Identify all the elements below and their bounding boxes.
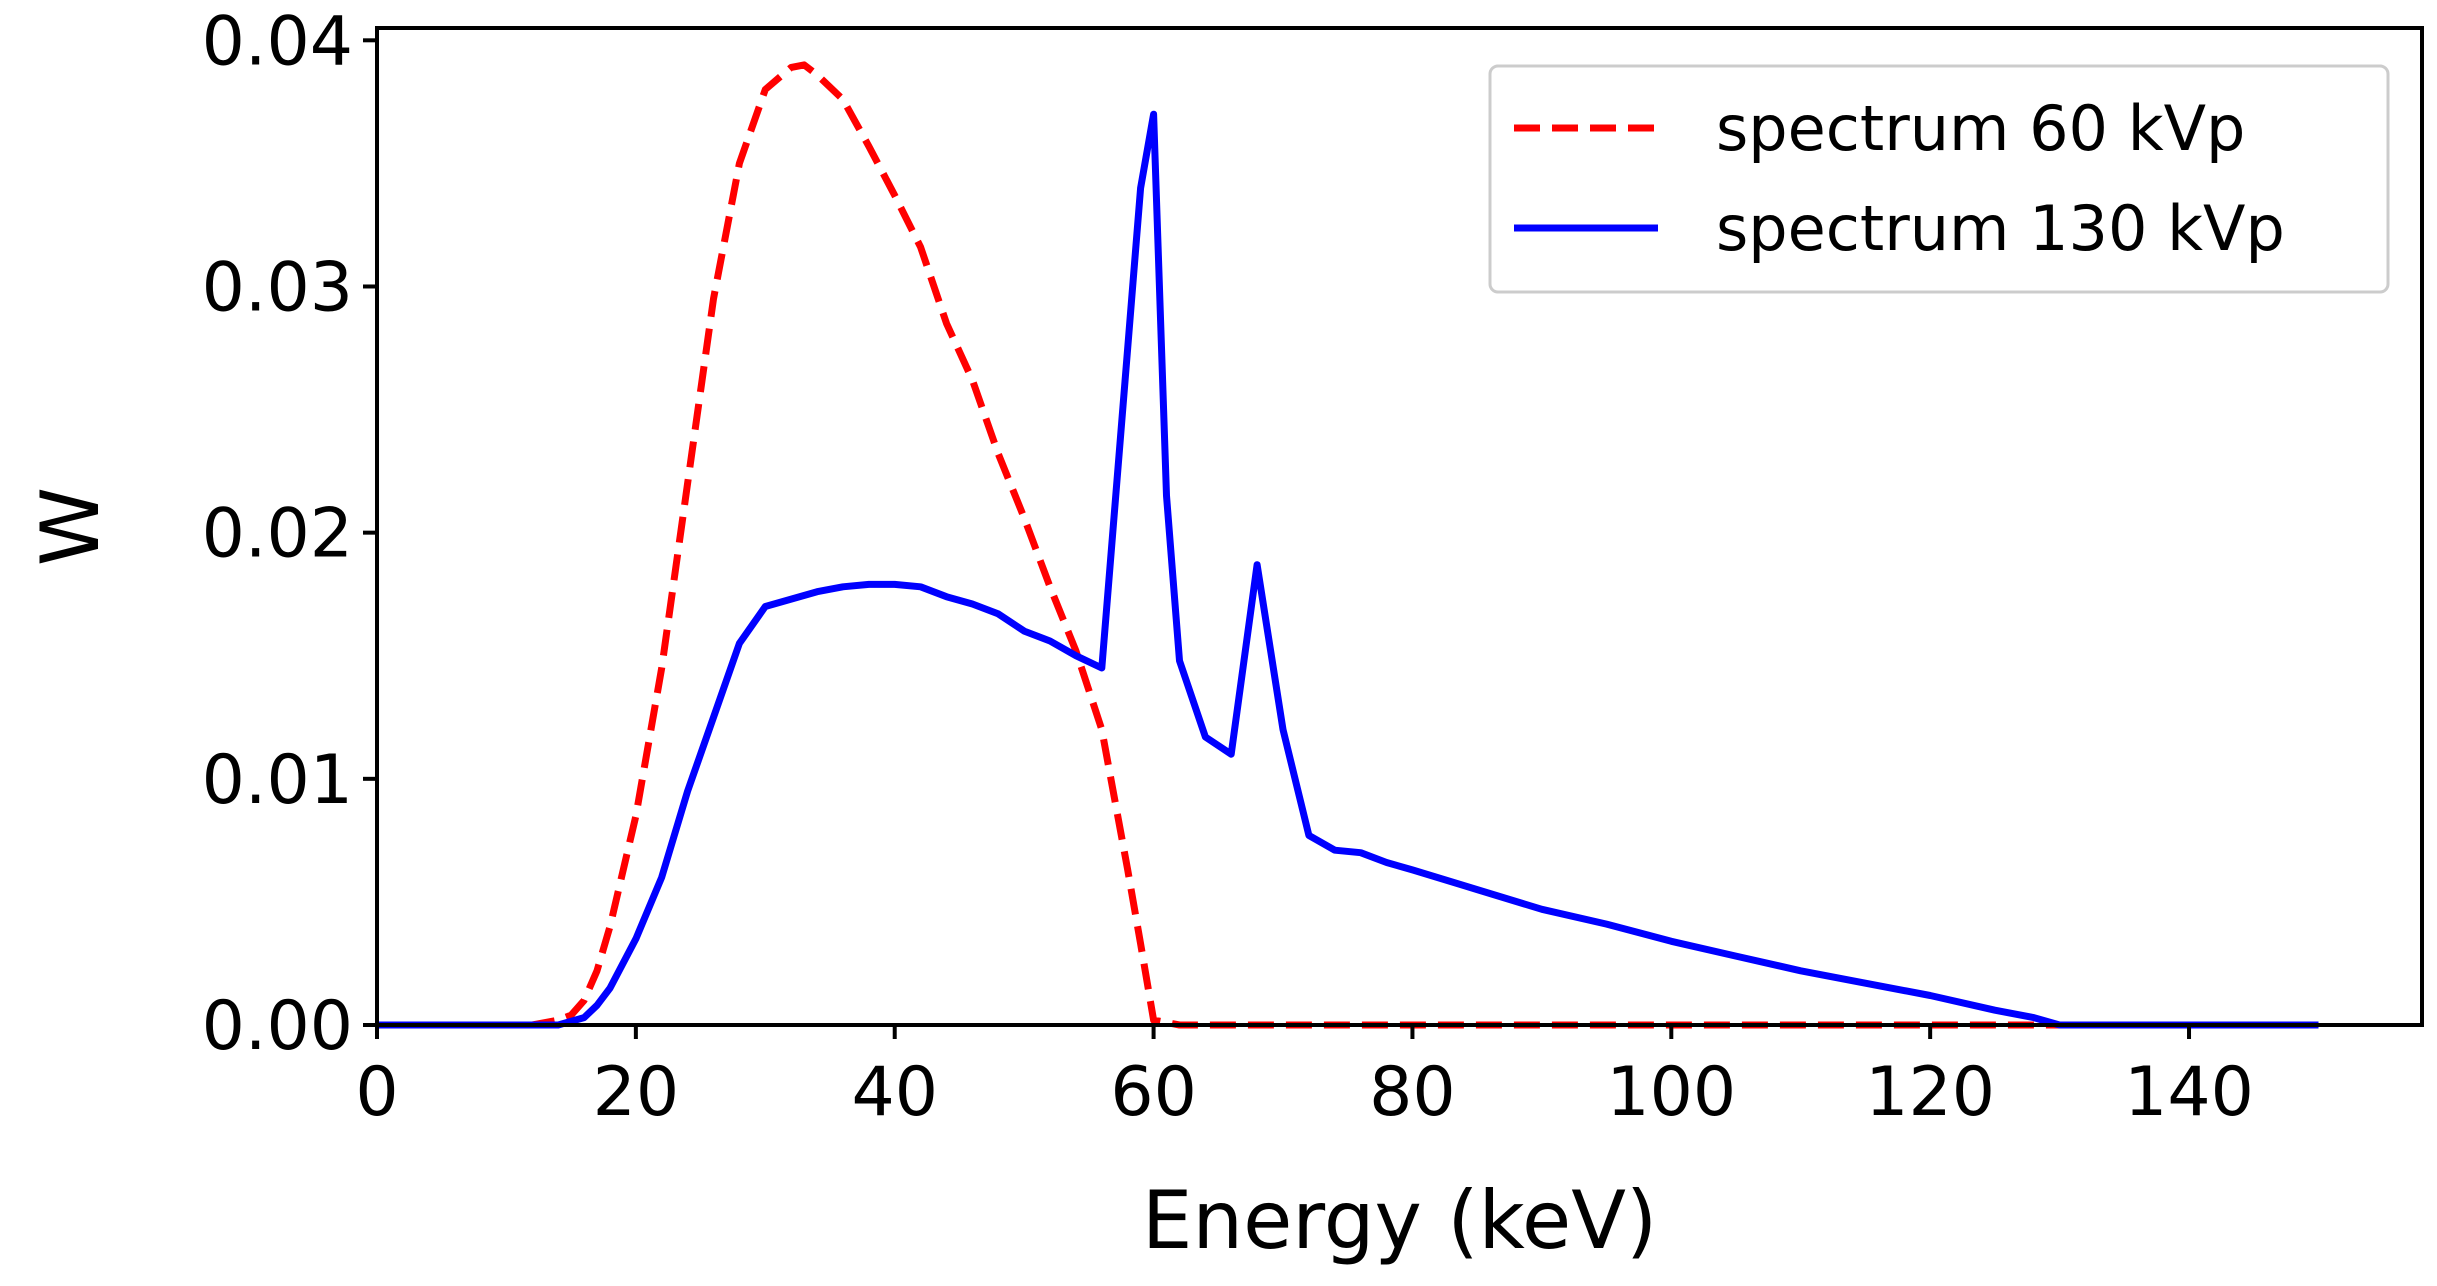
y-tick-label: 0.02: [202, 495, 353, 574]
y-axis-label: W: [24, 487, 117, 566]
axes-frame: [375, 26, 2424, 1027]
legend-label-60kvp: spectrum 60 kVp: [1716, 92, 2245, 165]
x-tick-label: 0: [355, 1053, 398, 1132]
x-axis-label: Energy (keV): [1142, 1174, 1657, 1267]
x-tick-label: 60: [1110, 1053, 1197, 1132]
x-tick-label: 100: [1606, 1053, 1736, 1132]
x-tick-label: 20: [593, 1053, 680, 1132]
y-tick-label: 0.03: [202, 248, 353, 327]
x-tick-label: 40: [851, 1053, 938, 1132]
x-tick-label: 80: [1369, 1053, 1456, 1132]
x-tick-label: 120: [1865, 1053, 1995, 1132]
legend-label-130kvp: spectrum 130 kVp: [1716, 192, 2285, 265]
legend: spectrum 60 kVp spectrum 130 kVp: [1488, 64, 2390, 294]
axes-layer: 0 20 40 60 80 100 120 140 0.00 0.01 0.02 0.03 0.04 En…: [24, 2, 2424, 1267]
x-tick-label: 140: [2124, 1053, 2254, 1132]
y-tick-label: 0.00: [202, 987, 353, 1066]
legend-box: [1488, 64, 2390, 294]
y-tick-label: 0.04: [202, 2, 353, 81]
series-line-130kvp: [377, 110, 2319, 1029]
y-tick-label: 0.01: [202, 741, 353, 820]
